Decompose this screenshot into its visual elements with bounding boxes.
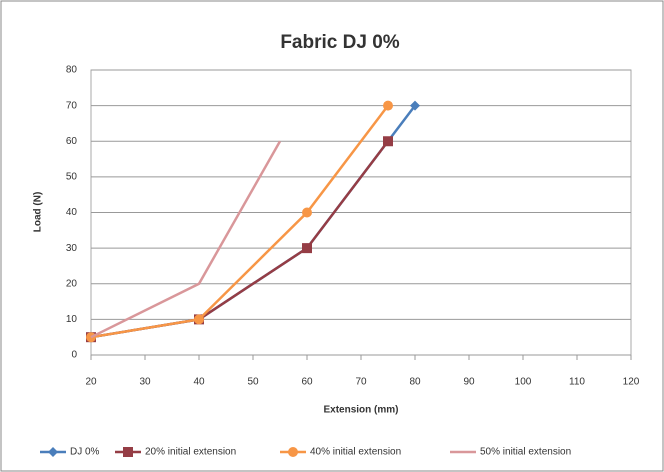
legend-label: 50% initial extension (480, 447, 571, 458)
marker (302, 207, 312, 218)
x-tick-label: 30 (139, 377, 151, 388)
series-line (90, 104, 389, 339)
marker (383, 100, 393, 111)
x-tick-label: 70 (355, 377, 367, 388)
y-tick-label: 20 (66, 278, 78, 289)
legend-label: 40% initial extension (310, 447, 401, 458)
y-tick-label: 70 (66, 100, 78, 111)
y-tick-label: 50 (66, 172, 78, 183)
marker (194, 314, 204, 325)
y-tick-label: 60 (66, 136, 78, 147)
x-tick-label: 120 (623, 377, 640, 388)
x-tick-label: 90 (463, 377, 475, 388)
x-tick-label: 50 (247, 377, 259, 388)
x-tick-label: 40 (193, 377, 205, 388)
marker (383, 136, 393, 147)
chart-title: Fabric DJ 0% (280, 32, 399, 53)
y-tick-label: 30 (66, 243, 78, 254)
legend-label: 20% initial extension (145, 447, 236, 458)
y-tick-label: 10 (66, 314, 78, 325)
x-tick-label: 100 (515, 377, 532, 388)
y-axis-label: Load (N) (33, 192, 44, 233)
series-line (90, 140, 282, 339)
x-tick-label: 80 (409, 377, 421, 388)
marker (123, 447, 133, 457)
x-tick-label: 20 (85, 377, 97, 388)
marker (288, 447, 298, 457)
x-tick-label: 110 (569, 377, 585, 388)
legend-label: DJ 0% (70, 447, 100, 458)
marker (48, 447, 58, 457)
marker (410, 100, 420, 111)
x-axis-label: Extension (mm) (323, 405, 398, 416)
marker (302, 243, 312, 254)
x-tick-label: 60 (301, 377, 313, 388)
y-tick-label: 0 (71, 350, 77, 361)
y-tick-label: 40 (66, 207, 78, 218)
y-tick-label: 80 (66, 65, 78, 76)
